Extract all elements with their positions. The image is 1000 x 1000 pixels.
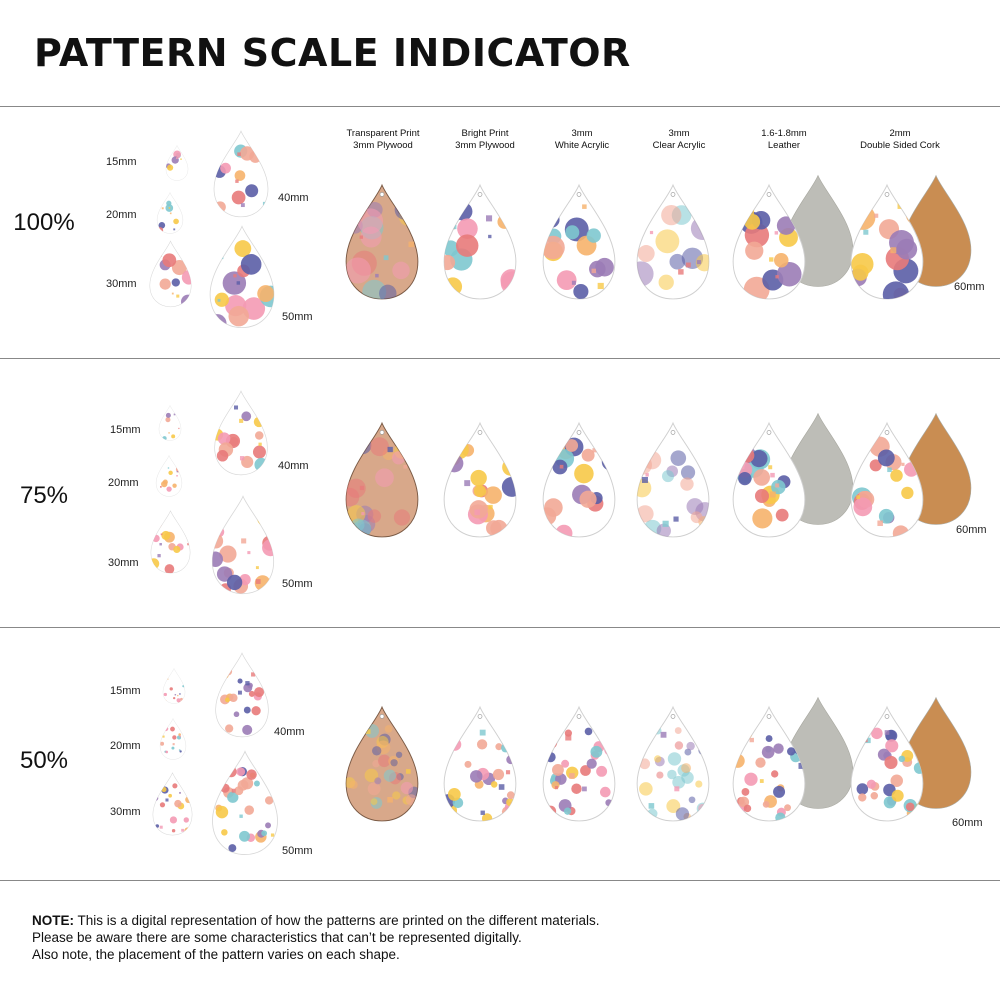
scale-section-50: 50% 15mm 20mm 30mm 40mm 50mm 60mm (0, 627, 1000, 880)
note-label: NOTE: (32, 913, 74, 928)
material-name: 3mm (668, 128, 690, 139)
note-line-1: NOTE: This is a digital representation o… (32, 912, 972, 929)
size-sample-drop (209, 225, 275, 329)
material-sample-drop (850, 421, 924, 538)
material-header-cork: 2mm Double Sided Cork (845, 128, 955, 152)
size-sample-drop (155, 455, 183, 497)
material-sample-drop (636, 183, 710, 300)
size-sample-drop (150, 510, 191, 574)
size-label-20mm: 20mm (108, 477, 139, 489)
material-detail: Leather (767, 140, 801, 151)
size-label-15mm: 15mm (110, 424, 141, 436)
material-size-label: 60mm (954, 281, 985, 293)
material-sample-drop (850, 183, 924, 300)
size-label-30mm: 30mm (106, 278, 137, 290)
material-header-bright-plywood: Bright Print 3mm Plywood (430, 128, 540, 152)
material-header-clear-acrylic: 3mm Clear Acrylic (624, 128, 734, 152)
material-detail: Clear Acrylic (652, 140, 706, 151)
size-sample-drop (211, 495, 275, 595)
size-label-40mm: 40mm (274, 726, 305, 738)
size-sample-drop (213, 130, 269, 218)
size-sample-drop (158, 405, 182, 441)
size-sample-drop (212, 750, 278, 856)
size-label-40mm: 40mm (278, 460, 309, 472)
material-header-white-acrylic: 3mm White Acrylic (527, 128, 637, 152)
material-sample-drop (542, 705, 616, 822)
size-sample-drop (156, 192, 184, 234)
size-label-15mm: 15mm (110, 685, 141, 697)
size-label-30mm: 30mm (110, 806, 141, 818)
divider-1 (0, 358, 1000, 359)
material-sample-drop (443, 705, 517, 822)
material-sample-drop (850, 705, 924, 822)
divider-2 (0, 627, 1000, 628)
note-text-1: This is a digital representation of how … (74, 913, 600, 928)
size-sample-drop (152, 772, 193, 836)
scale-label: 100% (13, 209, 75, 236)
size-sample-drop (165, 145, 189, 181)
material-header-leather: 1.6-1.8mm Leather (729, 128, 839, 152)
material-sample-drop (542, 421, 616, 538)
material-name: Transparent Print (346, 128, 420, 139)
material-sample-drop (732, 421, 806, 538)
material-detail: 3mm Plywood (455, 140, 515, 151)
scale-section-100: 100% 15mm 20mm 30mm 40mm 50mm 60mm (0, 106, 1000, 358)
divider-bottom (0, 880, 1000, 881)
material-name: 3mm (571, 128, 593, 139)
size-sample-drop (162, 668, 186, 704)
size-sample-drop (215, 652, 269, 738)
note-line-3: Also note, the placement of the pattern … (32, 947, 400, 962)
material-name: 1.6-1.8mm (761, 128, 807, 139)
material-name: Bright Print (461, 128, 509, 139)
scale-section-75: 75% 15mm 20mm 30mm 40mm 50mm 60mm (0, 358, 1000, 627)
size-label-15mm: 15mm (106, 156, 137, 168)
material-size-label: 60mm (952, 817, 983, 829)
material-name: 2mm (889, 128, 911, 139)
material-size-label: 60mm (956, 524, 987, 536)
size-sample-drop (149, 240, 192, 308)
note-line-2: Please be aware there are some character… (32, 930, 522, 945)
size-label-30mm: 30mm (108, 557, 139, 569)
material-sample-drop (443, 421, 517, 538)
size-label-50mm: 50mm (282, 311, 313, 323)
material-sample-drop (345, 183, 419, 300)
page-title: PATTERN SCALE INDICATOR (34, 31, 631, 75)
material-sample-drop (345, 421, 419, 538)
material-detail: White Acrylic (554, 140, 610, 151)
material-header-transparent-plywood: Transparent Print 3mm Plywood (328, 128, 438, 152)
material-sample-drop (542, 183, 616, 300)
material-sample-drop (732, 183, 806, 300)
material-sample-drop (636, 705, 710, 822)
size-label-20mm: 20mm (110, 740, 141, 752)
material-sample-drop (732, 705, 806, 822)
size-label-20mm: 20mm (106, 209, 137, 221)
material-detail: Double Sided Cork (860, 140, 940, 151)
material-sample-drop (443, 183, 517, 300)
size-sample-drop (159, 718, 187, 760)
divider-top (0, 106, 1000, 107)
scale-label: 75% (19, 482, 69, 509)
size-label-50mm: 50mm (282, 845, 313, 857)
material-sample-drop (345, 705, 419, 822)
size-label-40mm: 40mm (278, 192, 309, 204)
size-sample-drop (214, 390, 268, 476)
material-sample-drop (636, 421, 710, 538)
scale-label: 50% (19, 747, 69, 774)
material-detail: 3mm Plywood (353, 140, 413, 151)
size-label-50mm: 50mm (282, 578, 313, 590)
note: NOTE: This is a digital representation o… (32, 912, 972, 963)
